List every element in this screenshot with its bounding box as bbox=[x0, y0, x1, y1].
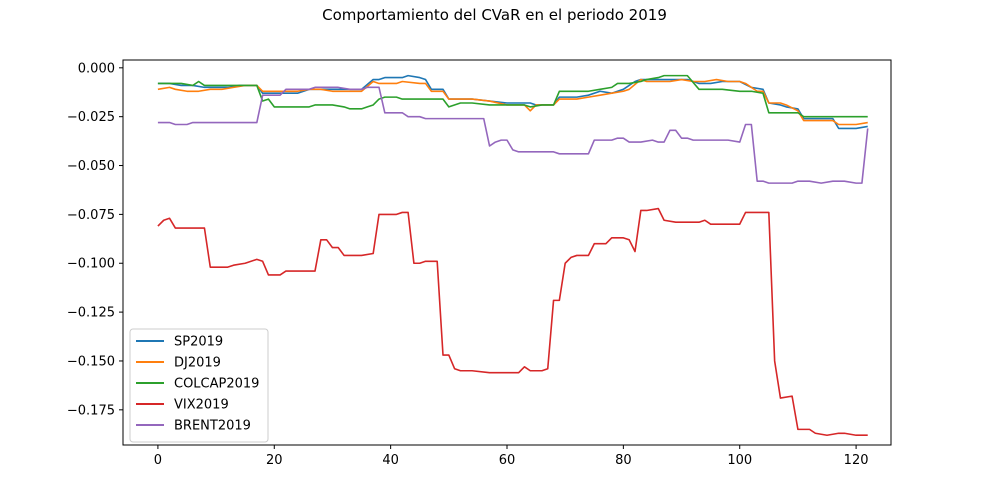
y-tick-label: −0.175 bbox=[67, 403, 115, 418]
y-tick-label: −0.075 bbox=[67, 208, 115, 223]
y-tick-label: −0.150 bbox=[67, 354, 115, 369]
x-tick-label: 60 bbox=[499, 453, 516, 468]
series-line-dj2019 bbox=[157, 78, 868, 126]
y-tick-label: −0.050 bbox=[67, 159, 115, 174]
x-tick-label: 100 bbox=[727, 453, 752, 468]
legend-box bbox=[129, 328, 269, 443]
x-tick-label: 80 bbox=[615, 453, 632, 468]
y-tick-label: −0.100 bbox=[67, 257, 115, 272]
y-tick-label: −0.125 bbox=[67, 306, 115, 321]
series-line-colcap2019 bbox=[157, 74, 868, 118]
series-line-vix2019 bbox=[157, 207, 868, 437]
legend-label-brent2019: BRENT2019 bbox=[174, 419, 251, 434]
series-line-sp2019 bbox=[157, 74, 868, 130]
x-tick-label: 20 bbox=[266, 453, 283, 468]
chart-title: Comportamiento del CVaR en el periodo 20… bbox=[322, 6, 667, 24]
legend-label-colcap2019: COLCAP2019 bbox=[174, 377, 259, 392]
x-tick-label: 0 bbox=[154, 453, 162, 468]
legend-label-dj2019: DJ2019 bbox=[174, 356, 221, 371]
x-tick-label: 120 bbox=[844, 453, 869, 468]
y-tick-label: 0.000 bbox=[78, 61, 115, 76]
legend-label-sp2019: SP2019 bbox=[174, 335, 223, 350]
x-tick-label: 40 bbox=[382, 453, 399, 468]
y-tick-label: −0.025 bbox=[67, 110, 115, 125]
legend-label-vix2019: VIX2019 bbox=[174, 398, 229, 413]
series-line-brent2019 bbox=[157, 86, 869, 184]
